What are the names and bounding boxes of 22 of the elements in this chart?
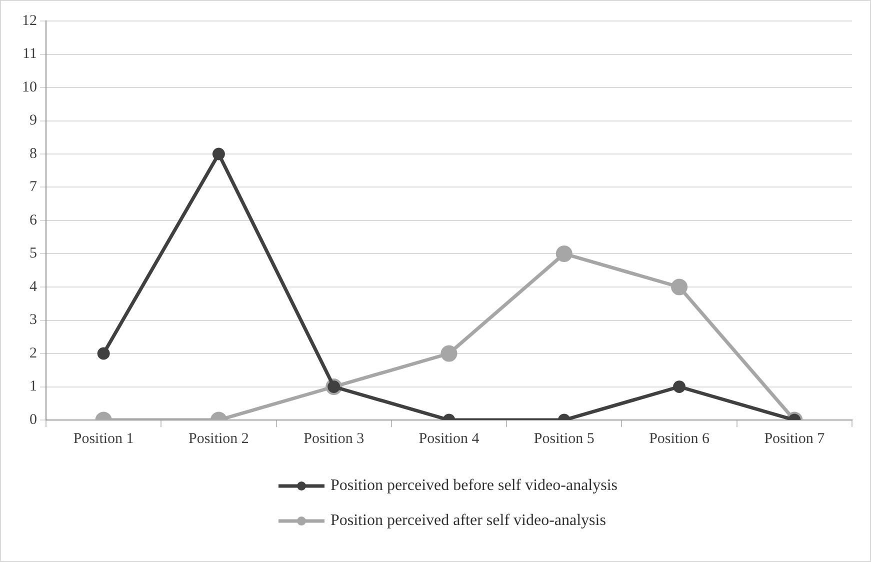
y-tick-label: 2 <box>30 345 37 362</box>
y-tick-label: 11 <box>22 46 37 62</box>
y-tick-label: 12 <box>22 12 37 29</box>
y-tick-label: 3 <box>30 312 37 328</box>
x-tick-label: Position 7 <box>764 430 826 447</box>
y-tick-label: 7 <box>30 179 38 196</box>
y-tick-label: 1 <box>30 378 37 395</box>
legend-label: Position perceived after self video-analysis <box>330 512 606 530</box>
x-tick-label: Position 2 <box>188 430 249 447</box>
y-tick-label: 8 <box>30 146 37 162</box>
x-tick-label: Position 3 <box>304 430 364 447</box>
y-tick-label: 9 <box>30 112 37 129</box>
x-tick-label: Position 5 <box>534 430 594 447</box>
y-tick-label: 10 <box>22 79 37 96</box>
y-tick-label: 6 <box>30 212 38 228</box>
y-tick-label: 5 <box>30 246 37 262</box>
y-tick-label: 4 <box>30 278 38 295</box>
x-tick-label: Position 1 <box>73 430 134 447</box>
x-tick-label: Position 6 <box>649 430 710 447</box>
y-tick-label: 0 <box>30 412 37 428</box>
x-tick-label: Position 4 <box>418 430 480 447</box>
legend-label: Position perceived before self video-analysis <box>330 477 618 494</box>
